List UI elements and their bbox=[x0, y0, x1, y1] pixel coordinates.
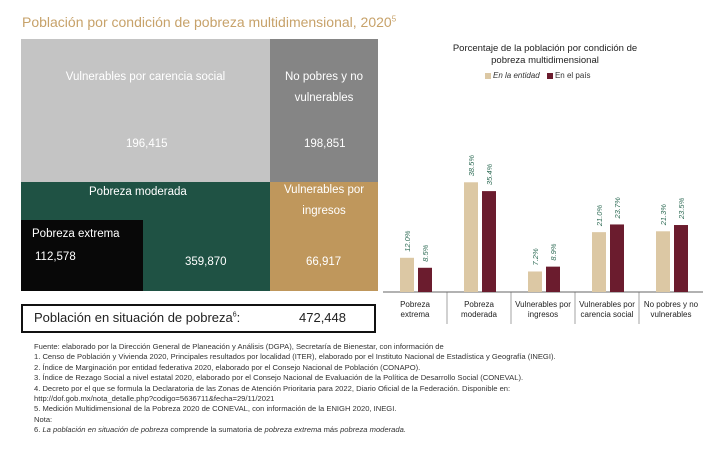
category-label: Vulnerables por bbox=[515, 300, 571, 309]
note-5: 5. Medición Multidimensional de la Pobre… bbox=[34, 404, 397, 414]
bar-value-label: 38.5% bbox=[467, 155, 476, 177]
category-label: Vulnerables por bbox=[579, 300, 635, 309]
bar-pais-4 bbox=[674, 225, 688, 292]
treemap: Vulnerables por carencia social 196,415 … bbox=[21, 39, 378, 291]
note-1: 1. Censo de Población y Vivienda 2020, P… bbox=[34, 352, 556, 362]
category-label: vulnerables bbox=[651, 310, 692, 319]
bar-value-label: 21.3% bbox=[659, 204, 668, 227]
treemap-value-pobreza-moderada: 359,870 bbox=[185, 256, 227, 268]
poverty-summary-label: Población en situación de pobreza6: bbox=[34, 310, 241, 325]
bar-value-label: 21.0% bbox=[595, 205, 604, 228]
category-label: moderada bbox=[461, 310, 498, 319]
treemap-label-pobreza-extrema: Pobreza extrema bbox=[32, 228, 120, 240]
treemap-label-pobreza-moderada: Pobreza moderada bbox=[89, 186, 187, 198]
bar-entidad-2 bbox=[528, 271, 542, 292]
treemap-value-vulnerables-carencia: 196,415 bbox=[126, 138, 168, 150]
legend-swatch-entidad bbox=[485, 72, 491, 79]
treemap-cell-no-pobres: No pobres y no vulnerables 198,851 bbox=[270, 39, 378, 182]
note-fuente: Fuente: elaborado por la Dirección Gener… bbox=[34, 342, 444, 351]
bar-pais-0 bbox=[418, 267, 432, 292]
bar-entidad-1 bbox=[464, 182, 478, 292]
category-label: Pobreza bbox=[400, 300, 430, 309]
treemap-cell-pobreza-extrema: Pobreza extrema 112,578 bbox=[21, 220, 143, 291]
treemap-value-no-pobres: 198,851 bbox=[304, 138, 346, 150]
summary-footnote-mark: 6 bbox=[232, 311, 237, 319]
treemap-cell-vulnerables-ingresos: Vulnerables por ingresos 66,917 bbox=[270, 182, 378, 291]
page-title: Población por condición de pobreza multi… bbox=[22, 14, 397, 30]
bar-value-label: 12.0% bbox=[403, 230, 412, 252]
category-label: ingresos bbox=[528, 310, 558, 319]
chart-title: Porcentaje de la población por condición… bbox=[452, 43, 638, 66]
treemap-value-pobreza-extrema: 112,578 bbox=[35, 251, 76, 263]
bar-value-label: 23.7% bbox=[613, 197, 622, 220]
legend-label-entidad: En la entidad bbox=[493, 71, 540, 80]
treemap-label-no-pobres-1: No pobres y no bbox=[285, 71, 363, 83]
category-label: Pobreza bbox=[464, 300, 494, 309]
treemap-cell-vulnerables-carencia: Vulnerables por carencia social 196,415 bbox=[21, 39, 270, 182]
bar-value-label: 8.5% bbox=[421, 244, 430, 261]
bar-pais-2 bbox=[546, 266, 560, 292]
bar-entidad-3 bbox=[592, 232, 606, 292]
bar-entidad-0 bbox=[400, 257, 414, 292]
note-3: 3. Índice de Rezago Social a nivel estat… bbox=[34, 373, 524, 383]
bar-value-label: 35.4% bbox=[485, 164, 494, 186]
bar-value-label: 23.5% bbox=[677, 197, 686, 220]
category-label: carencia social bbox=[581, 310, 634, 319]
bar-pais-3 bbox=[610, 224, 624, 292]
footnotes: Fuente: elaborado por la Dirección Gener… bbox=[34, 342, 556, 436]
poverty-summary-box: Población en situación de pobreza6: 472,… bbox=[21, 304, 376, 333]
legend-label-pais: En el país bbox=[554, 71, 591, 80]
note-4b: http://dof.gob.mx/nota_detalle.php?codig… bbox=[34, 394, 275, 404]
poverty-summary-value: 472,448 bbox=[299, 310, 346, 325]
bar-value-label: 8.9% bbox=[549, 243, 558, 260]
treemap-value-vulnerables-ingresos: 66,917 bbox=[306, 256, 342, 268]
bar-pais-1 bbox=[482, 191, 496, 292]
note-label: Nota: bbox=[34, 414, 53, 424]
treemap-label-vulnerables-ingresos-2: ingresos bbox=[302, 205, 346, 217]
treemap-label-vulnerables-carencia: Vulnerables por carencia social bbox=[65, 71, 226, 83]
category-label: extrema bbox=[401, 310, 430, 319]
category-label: No pobres y no bbox=[644, 300, 699, 309]
note-2: 2. Índice de Marginación por entidad fed… bbox=[34, 362, 421, 372]
bar-entidad-4 bbox=[656, 231, 670, 292]
bar-value-label: 7.2% bbox=[531, 248, 540, 265]
treemap-label-vulnerables-ingresos-1: Vulnerables por bbox=[283, 184, 365, 196]
chart-legend: En la entidad En el país bbox=[485, 71, 591, 80]
title-footnote-mark: 5 bbox=[391, 14, 397, 24]
treemap-label-no-pobres-2: vulnerables bbox=[294, 92, 354, 104]
note-4a: 4. Decreto por el que se formula la Decl… bbox=[34, 383, 511, 393]
note-6: 6. La población en situación de pobreza … bbox=[34, 425, 406, 435]
legend-swatch-pais bbox=[546, 72, 553, 79]
